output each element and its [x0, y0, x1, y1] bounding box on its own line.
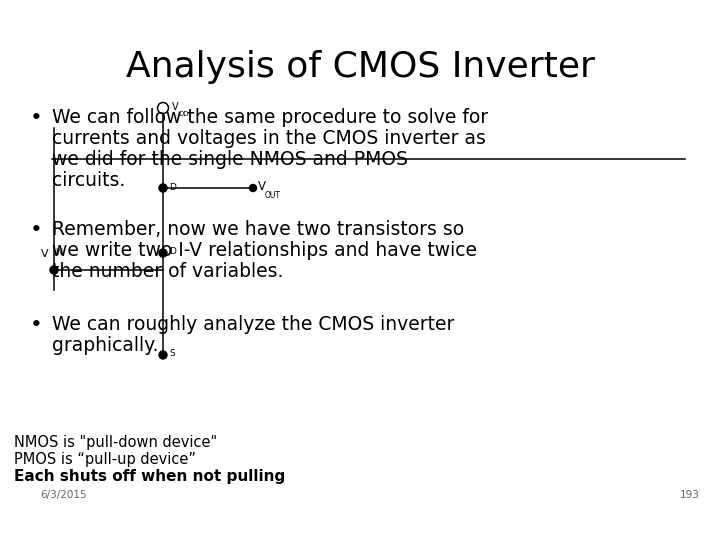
Text: graphically.: graphically. — [52, 336, 158, 355]
Text: •: • — [30, 315, 42, 335]
Text: •: • — [30, 220, 42, 240]
Text: We can roughly analyze the CMOS inverter: We can roughly analyze the CMOS inverter — [52, 315, 454, 334]
Text: 6/3/2015: 6/3/2015 — [40, 490, 86, 500]
Text: OUT: OUT — [265, 191, 281, 200]
Text: circuits.: circuits. — [52, 171, 125, 190]
Text: the number of variables.: the number of variables. — [52, 262, 284, 281]
Text: PMOS is “pull-up device”: PMOS is “pull-up device” — [14, 452, 196, 467]
Text: 193: 193 — [680, 490, 700, 500]
Text: Analysis of CMOS Inverter: Analysis of CMOS Inverter — [125, 50, 595, 84]
Text: IN: IN — [55, 248, 63, 257]
Text: Remember, now we have two transistors so: Remember, now we have two transistors so — [52, 220, 464, 239]
Text: currents and voltages in the CMOS inverter as: currents and voltages in the CMOS invert… — [52, 129, 486, 148]
Text: D: D — [169, 183, 176, 192]
Circle shape — [50, 266, 58, 274]
Text: we write two I-V relationships and have twice: we write two I-V relationships and have … — [52, 241, 477, 260]
Circle shape — [159, 249, 167, 257]
Text: S: S — [169, 349, 175, 359]
Text: We can follow the same procedure to solve for: We can follow the same procedure to solv… — [52, 108, 488, 127]
Text: D: D — [169, 247, 176, 256]
Circle shape — [159, 184, 167, 192]
Circle shape — [159, 351, 167, 359]
Text: V: V — [258, 179, 266, 192]
Text: DD: DD — [178, 111, 189, 117]
Text: we did for the single NMOS and PMOS: we did for the single NMOS and PMOS — [52, 150, 408, 169]
Text: V: V — [41, 249, 49, 259]
Circle shape — [250, 185, 256, 192]
Text: •: • — [30, 108, 42, 128]
Text: V: V — [172, 102, 179, 112]
Text: NMOS is "pull-down device": NMOS is "pull-down device" — [14, 435, 217, 450]
Text: Each shuts off when not pulling: Each shuts off when not pulling — [14, 469, 285, 484]
